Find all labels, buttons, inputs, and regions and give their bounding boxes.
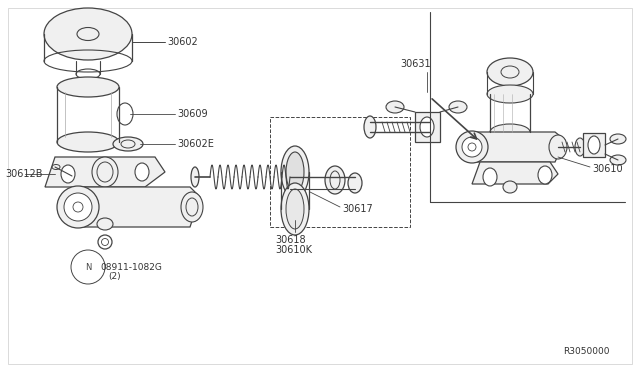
Ellipse shape [490,124,530,140]
Ellipse shape [57,186,99,228]
Ellipse shape [538,166,552,184]
Ellipse shape [286,189,304,229]
Ellipse shape [181,192,203,222]
Ellipse shape [449,101,467,113]
Polygon shape [472,162,558,184]
Ellipse shape [588,136,600,154]
Ellipse shape [113,137,143,151]
Text: 30609: 30609 [177,109,207,119]
Ellipse shape [286,152,304,192]
Ellipse shape [462,137,482,157]
Ellipse shape [64,193,92,221]
Text: 30631: 30631 [400,59,431,69]
Ellipse shape [61,165,75,183]
Ellipse shape [483,168,497,186]
Ellipse shape [44,8,132,60]
Text: 30610: 30610 [592,164,623,174]
Ellipse shape [325,166,345,194]
Ellipse shape [420,117,434,137]
Ellipse shape [610,155,626,165]
Text: N: N [85,263,91,272]
Ellipse shape [191,167,199,187]
Ellipse shape [57,132,119,152]
Ellipse shape [549,135,567,159]
Text: 08911-1082G: 08911-1082G [100,263,162,272]
Text: 30610K: 30610K [275,245,312,255]
Ellipse shape [503,181,517,193]
Ellipse shape [610,134,626,144]
Ellipse shape [97,218,113,230]
Bar [583,133,605,157]
Ellipse shape [487,85,533,103]
Polygon shape [45,157,165,187]
Ellipse shape [364,116,376,138]
Text: (2): (2) [109,273,122,282]
Bar [270,117,410,227]
Bar [415,112,440,142]
Ellipse shape [348,173,362,193]
Ellipse shape [281,183,309,235]
Ellipse shape [386,101,404,113]
Ellipse shape [487,58,533,86]
Text: 30618: 30618 [275,235,306,245]
Polygon shape [70,187,200,227]
Polygon shape [465,132,565,162]
Ellipse shape [135,163,149,181]
Text: 30617: 30617 [342,204,372,214]
Ellipse shape [92,157,118,187]
Text: 30602E: 30602E [177,139,214,149]
Ellipse shape [456,131,488,163]
Ellipse shape [281,146,309,198]
Text: 30602: 30602 [167,37,198,47]
Ellipse shape [575,138,585,156]
Text: 30612B: 30612B [5,169,42,179]
Text: R3050000: R3050000 [563,347,610,356]
Ellipse shape [57,77,119,97]
